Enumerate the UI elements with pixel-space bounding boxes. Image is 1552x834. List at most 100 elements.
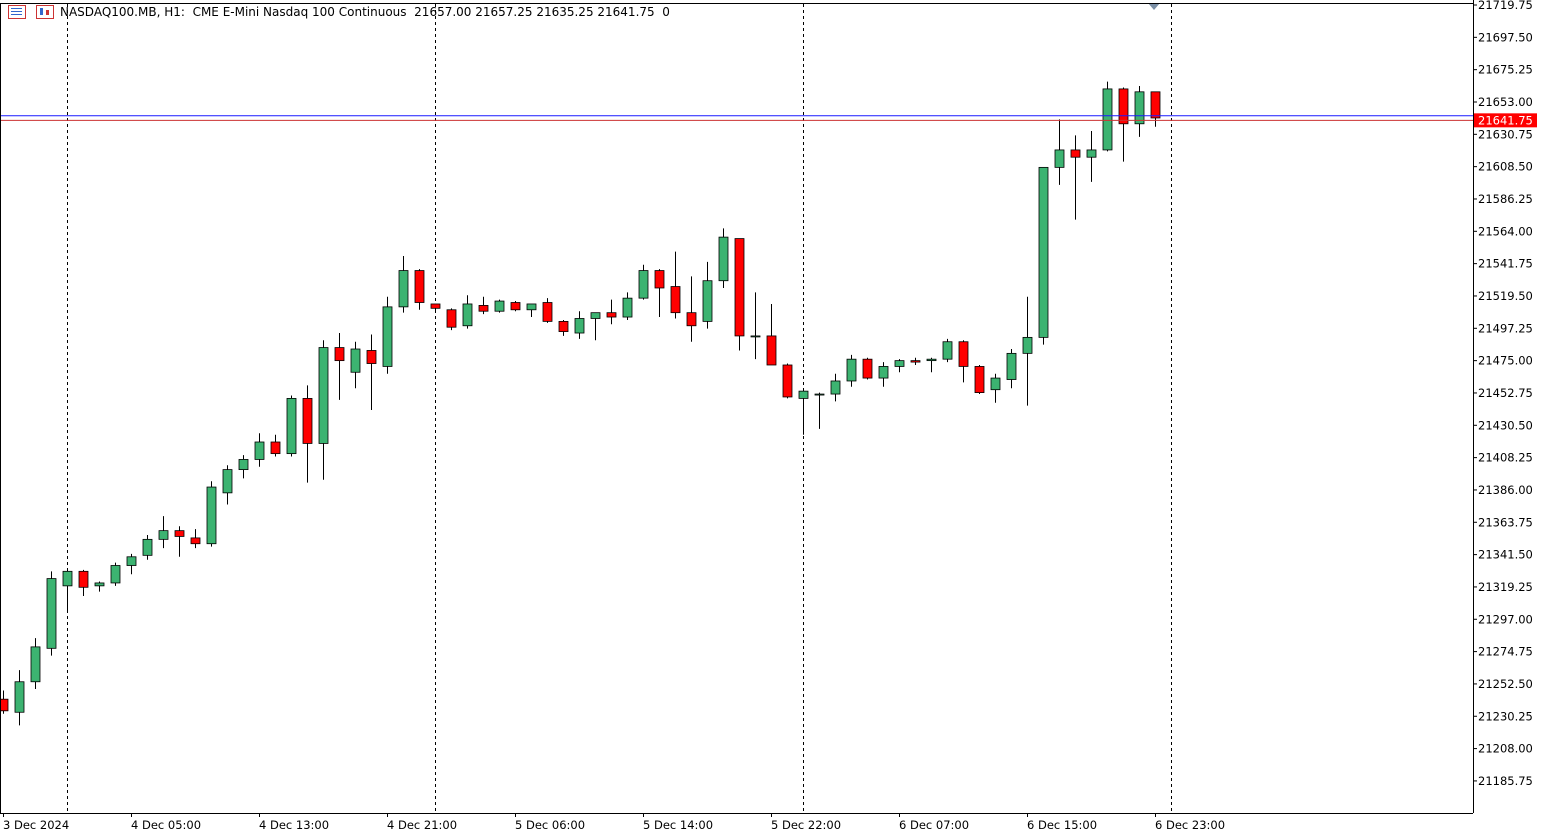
- candle-body: [638, 270, 649, 299]
- candle-body: [414, 270, 425, 303]
- candle-body: [110, 565, 121, 584]
- candle-body: [590, 312, 601, 319]
- candle-body: [174, 530, 185, 537]
- y-tick-label: 21475.00: [1478, 354, 1533, 368]
- candle-body: [702, 280, 713, 322]
- time-axis[interactable]: 3 Dec 2024 4 Dec 05:00 4 Dec 13:00 4 Dec 21…: [3, 813, 1225, 832]
- candle-body: [606, 312, 617, 318]
- candle-body: [1006, 352, 1017, 380]
- instrument-description: CME E-Mini Nasdaq 100 Continuous: [192, 5, 407, 19]
- x-tick-label: 6 Dec 15:00: [1027, 818, 1097, 832]
- candle-body: [958, 341, 969, 367]
- candle-body: [814, 393, 825, 396]
- candle-body: [942, 341, 953, 360]
- y-tick-label: 21630.75: [1478, 127, 1533, 141]
- candle-body: [14, 681, 25, 713]
- y-tick-label: 21697.50: [1478, 30, 1533, 44]
- candle-body: [254, 441, 265, 460]
- candle-body: [1022, 336, 1033, 354]
- y-tick-label: 21319.25: [1478, 580, 1533, 594]
- candle-body: [30, 646, 41, 683]
- ohlc-values: 21657.00 21657.25 21635.25 21641.75: [414, 5, 655, 19]
- candle-body: [718, 236, 729, 282]
- chart-window-icon[interactable]: [36, 5, 54, 19]
- candle-body: [126, 556, 137, 566]
- candle-body: [478, 305, 489, 312]
- x-tick-label: 3 Dec 2024: [3, 818, 69, 832]
- candle-body: [318, 347, 329, 444]
- x-tick-label: 5 Dec 14:00: [643, 818, 713, 832]
- y-tick-label: 21519.50: [1478, 289, 1533, 303]
- candle-body: [670, 286, 681, 314]
- day-separators: [67, 4, 1172, 813]
- y-tick-label: 21564.00: [1478, 224, 1533, 238]
- current-price-label-bg: [1474, 113, 1537, 128]
- candle-body: [1086, 149, 1097, 158]
- candle-body: [830, 380, 841, 395]
- candle-body: [542, 302, 553, 322]
- x-tick-label: 5 Dec 22:00: [771, 818, 841, 832]
- candle-body: [366, 350, 377, 364]
- current-price-label: 21641.75: [1478, 113, 1533, 127]
- y-tick-label: 21297.00: [1478, 612, 1533, 626]
- candle-body: [494, 300, 505, 312]
- candle-body: [1070, 149, 1081, 158]
- candle-body: [190, 537, 201, 545]
- y-tick-label: 21653.00: [1478, 95, 1533, 109]
- shift-marker-icon[interactable]: [1148, 3, 1160, 10]
- candle-body: [0, 698, 9, 712]
- candles: [0, 81, 1161, 726]
- y-tick-label: 21208.00: [1478, 742, 1533, 756]
- symbol-label: NASDAQ100.MB, H1:: [60, 5, 185, 19]
- chart-header: NASDAQ100.MB, H1: CME E-Mini Nasdaq 100 …: [0, 0, 1470, 24]
- x-tick-label: 4 Dec 13:00: [259, 818, 329, 832]
- candle-body: [46, 578, 57, 649]
- y-tick-label: 21341.50: [1478, 548, 1533, 562]
- y-tick-label: 21719.75: [1478, 0, 1533, 12]
- candle-body: [862, 358, 873, 379]
- y-tick-label: 21386.00: [1478, 483, 1533, 497]
- price-lines: [0, 115, 1473, 121]
- candle-body: [510, 302, 521, 311]
- candle-body: [990, 377, 1001, 391]
- y-tick-label: 21185.75: [1478, 774, 1533, 788]
- candle-body: [382, 306, 393, 367]
- candle-body: [94, 582, 105, 587]
- candle-body: [286, 398, 297, 455]
- candle-body: [1102, 88, 1113, 151]
- y-tick-label: 21252.50: [1478, 677, 1533, 691]
- candle-body: [350, 348, 361, 373]
- y-tick-label: 21608.50: [1478, 160, 1533, 174]
- table-list-icon[interactable]: [8, 5, 26, 19]
- y-tick-label: 21230.25: [1478, 709, 1533, 723]
- y-tick-label: 21586.25: [1478, 192, 1533, 206]
- candle-body: [974, 366, 985, 393]
- candle-body: [558, 320, 569, 332]
- candle-body: [446, 309, 457, 328]
- candle-body: [734, 238, 745, 337]
- y-tick-label: 21452.75: [1478, 386, 1533, 400]
- candle-body: [526, 303, 537, 311]
- candle-body: [622, 297, 633, 318]
- candle-body: [654, 270, 665, 289]
- candle-body: [878, 366, 889, 379]
- y-tick-label: 21274.75: [1478, 645, 1533, 659]
- candle-body: [462, 303, 473, 327]
- candle-body: [238, 459, 249, 471]
- candle-body: [158, 530, 169, 540]
- candle-body: [398, 270, 409, 308]
- x-tick-label: 6 Dec 23:00: [1155, 818, 1225, 832]
- y-tick-label: 21497.25: [1478, 321, 1533, 335]
- candle-body: [1150, 91, 1161, 119]
- candle-body: [334, 347, 345, 362]
- candle-body: [302, 398, 313, 444]
- price-axis[interactable]: 21719.75 21697.50 21675.25 21653.00 21630.75…: [1473, 0, 1537, 788]
- candle-body: [78, 570, 89, 588]
- candle-body: [1118, 88, 1129, 125]
- x-tick-label: 4 Dec 05:00: [131, 818, 201, 832]
- candle-body: [1134, 91, 1145, 125]
- x-tick-label: 5 Dec 06:00: [515, 818, 585, 832]
- candle-body: [1038, 166, 1049, 338]
- x-tick-label: 4 Dec 21:00: [387, 818, 457, 832]
